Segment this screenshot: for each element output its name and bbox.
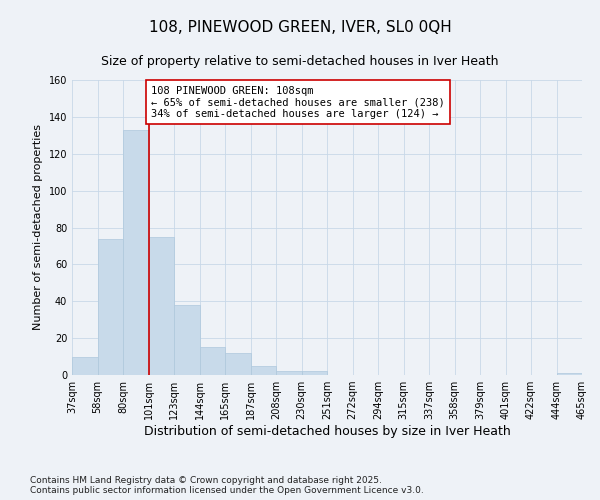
Bar bbox=[225, 353, 251, 375]
Bar bbox=[97, 238, 123, 375]
Text: Size of property relative to semi-detached houses in Iver Heath: Size of property relative to semi-detach… bbox=[101, 55, 499, 68]
Y-axis label: Number of semi-detached properties: Number of semi-detached properties bbox=[33, 124, 43, 330]
Bar bbox=[174, 305, 199, 375]
Text: Contains HM Land Registry data © Crown copyright and database right 2025.
Contai: Contains HM Land Registry data © Crown c… bbox=[30, 476, 424, 495]
X-axis label: Distribution of semi-detached houses by size in Iver Heath: Distribution of semi-detached houses by … bbox=[143, 425, 511, 438]
Bar bbox=[149, 236, 174, 375]
Bar bbox=[251, 366, 276, 375]
Bar bbox=[557, 373, 582, 375]
Text: 108, PINEWOOD GREEN, IVER, SL0 0QH: 108, PINEWOOD GREEN, IVER, SL0 0QH bbox=[149, 20, 451, 35]
Text: 108 PINEWOOD GREEN: 108sqm
← 65% of semi-detached houses are smaller (238)
34% o: 108 PINEWOOD GREEN: 108sqm ← 65% of semi… bbox=[151, 86, 445, 118]
Bar bbox=[72, 356, 97, 375]
Bar bbox=[302, 372, 327, 375]
Bar bbox=[123, 130, 149, 375]
Bar bbox=[276, 372, 302, 375]
Bar bbox=[199, 348, 225, 375]
